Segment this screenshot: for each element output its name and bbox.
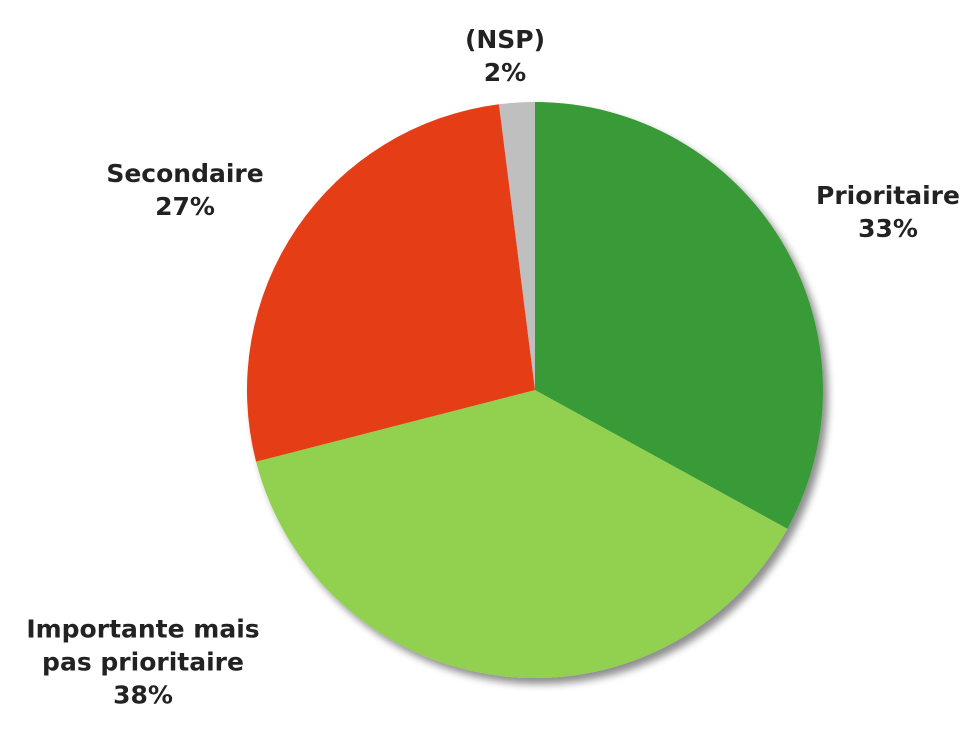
slice-label: (NSP) 2% <box>445 23 565 89</box>
category-label: Secondaire <box>106 159 264 188</box>
value-label: 33% <box>858 214 918 243</box>
slice-label: Secondaire 27% <box>85 157 285 223</box>
category-label: Importante mais pas prioritaire <box>26 614 260 677</box>
slice-label: Prioritaire 33% <box>788 179 975 245</box>
pie-slice <box>246 104 535 462</box>
pie-slice <box>535 102 823 529</box>
category-label: Prioritaire <box>816 181 960 210</box>
value-label: 38% <box>113 680 173 710</box>
value-label: 2% <box>483 58 527 87</box>
pie-slice <box>498 102 535 390</box>
pie <box>246 102 823 678</box>
pie-slice <box>256 390 788 678</box>
value-label: 27% <box>155 192 215 221</box>
category-label: (NSP) <box>464 25 546 54</box>
slice-label: Importante mais pas prioritaire 38% <box>0 613 288 712</box>
